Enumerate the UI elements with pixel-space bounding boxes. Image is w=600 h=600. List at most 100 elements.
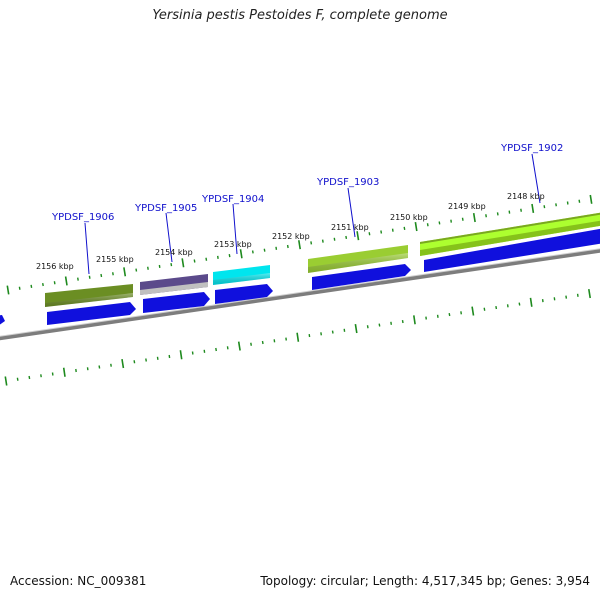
outer-tick bbox=[42, 282, 44, 287]
outer-tick bbox=[368, 232, 371, 236]
outer-tick bbox=[485, 214, 487, 218]
cds-track bbox=[0, 228, 600, 328]
tick-label-2153: 2153 kbp bbox=[214, 240, 252, 249]
inner-tick bbox=[448, 312, 451, 317]
inner-tick bbox=[565, 295, 568, 299]
tick-label-2150: 2150 kbp bbox=[390, 213, 428, 222]
outer-tick bbox=[239, 249, 243, 259]
inner-tick bbox=[62, 367, 66, 377]
outer-tick bbox=[228, 253, 231, 258]
cds-arrow[interactable] bbox=[215, 284, 273, 304]
tick-label-2148: 2148 kbp bbox=[507, 192, 545, 201]
gene-label-YPDSF_1902[interactable]: YPDSF_1902 bbox=[500, 143, 563, 154]
outer-tick-ruler bbox=[6, 194, 593, 295]
inner-tick bbox=[179, 350, 183, 360]
outer-tick bbox=[123, 267, 127, 277]
tick-label-2152: 2152 kbp bbox=[272, 232, 310, 241]
inner-tick bbox=[215, 347, 217, 352]
gene-feature-shade bbox=[420, 220, 600, 256]
inner-tick bbox=[133, 360, 136, 364]
tick-label-2151: 2151 kbp bbox=[331, 223, 369, 232]
cds-arrow[interactable] bbox=[424, 228, 600, 272]
gene-feature-shade bbox=[45, 293, 133, 307]
outer-tick bbox=[578, 199, 581, 203]
outer-tick bbox=[356, 231, 360, 241]
outer-tick bbox=[263, 248, 266, 252]
inner-tick bbox=[401, 319, 404, 324]
cds-arrow[interactable] bbox=[143, 292, 210, 313]
gene-feature-edge bbox=[420, 212, 600, 244]
gene-YPDSF_1904[interactable] bbox=[213, 265, 270, 285]
gene-feature-shade bbox=[308, 253, 408, 273]
outer-tick bbox=[298, 240, 301, 250]
gene-YPDSF_1903[interactable] bbox=[308, 245, 408, 273]
leader-line bbox=[347, 187, 356, 238]
outer-tick bbox=[380, 230, 383, 234]
tick-label-2156: 2156 kbp bbox=[36, 262, 74, 271]
gene-YPDSF_1905[interactable] bbox=[140, 274, 208, 295]
outer-tick bbox=[496, 212, 499, 216]
cds-arrow[interactable] bbox=[47, 302, 136, 325]
outer-tick bbox=[520, 208, 522, 212]
outer-tick bbox=[543, 205, 546, 209]
outer-tick bbox=[205, 257, 208, 261]
outer-tick bbox=[345, 235, 348, 240]
inner-tick bbox=[483, 307, 486, 311]
leader-line bbox=[531, 153, 541, 204]
cds-arrow[interactable] bbox=[312, 264, 411, 290]
outer-tick bbox=[531, 203, 535, 214]
inner-tick bbox=[378, 323, 381, 327]
gene-feature-shade bbox=[140, 282, 208, 295]
outer-tick bbox=[112, 272, 114, 276]
outer-tick bbox=[64, 276, 68, 286]
inner-tick-ruler bbox=[4, 288, 591, 386]
cds-arrow[interactable] bbox=[0, 315, 5, 328]
inner-tick bbox=[331, 330, 334, 334]
kbp-tick-labels: 2156 kbp 2155 kbp 2154 kbp 2153 kbp 2152… bbox=[36, 192, 545, 271]
gene-label-YPDSF_1904[interactable]: YPDSF_1904 bbox=[201, 194, 264, 205]
outer-tick bbox=[589, 194, 593, 204]
outer-tick bbox=[18, 286, 21, 290]
gene-YPDSF_1902[interactable] bbox=[420, 212, 600, 256]
outer-tick bbox=[438, 221, 441, 225]
outer-tick bbox=[100, 273, 103, 278]
leader-line bbox=[84, 222, 90, 275]
inner-tick bbox=[518, 302, 521, 306]
outer-tick bbox=[170, 262, 173, 267]
inner-tick bbox=[261, 340, 264, 345]
tick-label-2155: 2155 kbp bbox=[96, 255, 134, 264]
inner-tick bbox=[16, 377, 19, 381]
outer-tick bbox=[321, 239, 324, 243]
genome-backbone-highlight bbox=[0, 248, 600, 337]
outer-tick bbox=[555, 203, 557, 207]
outer-tick bbox=[286, 244, 289, 249]
outer-tick bbox=[135, 268, 138, 272]
leader-line bbox=[165, 212, 173, 263]
tick-label-2149: 2149 kbp bbox=[448, 202, 486, 211]
inner-tick bbox=[354, 323, 358, 334]
gene-feature-shade bbox=[213, 273, 270, 285]
inner-tick bbox=[366, 325, 369, 329]
outer-tick bbox=[181, 258, 185, 268]
inner-tick bbox=[250, 342, 252, 346]
gene-label-YPDSF_1903[interactable]: YPDSF_1903 bbox=[316, 177, 379, 188]
inner-tick bbox=[145, 358, 147, 362]
outer-tick bbox=[426, 223, 429, 227]
inner-tick bbox=[296, 332, 300, 342]
accession-text: Accession: NC_009381 bbox=[10, 574, 147, 588]
outer-tick bbox=[193, 259, 196, 263]
inner-tick bbox=[413, 315, 416, 325]
gene-label-YPDSF_1905[interactable]: YPDSF_1905 bbox=[134, 203, 197, 214]
gene-labels: YPDSF_1906 YPDSF_1905 YPDSF_1904 YPDSF_1… bbox=[51, 143, 563, 275]
inner-tick bbox=[495, 305, 498, 310]
outer-tick bbox=[310, 241, 313, 245]
inner-tick bbox=[529, 297, 533, 307]
leader-line bbox=[232, 203, 238, 255]
gene-YPDSF_1906[interactable] bbox=[45, 284, 133, 307]
gene-label-YPDSF_1906[interactable]: YPDSF_1906 bbox=[51, 212, 114, 223]
outer-tick bbox=[461, 217, 464, 221]
outer-tick bbox=[147, 266, 149, 270]
inner-tick bbox=[98, 365, 101, 369]
genome-summary-text: Topology: circular; Length: 4,517,345 bp… bbox=[260, 574, 590, 588]
